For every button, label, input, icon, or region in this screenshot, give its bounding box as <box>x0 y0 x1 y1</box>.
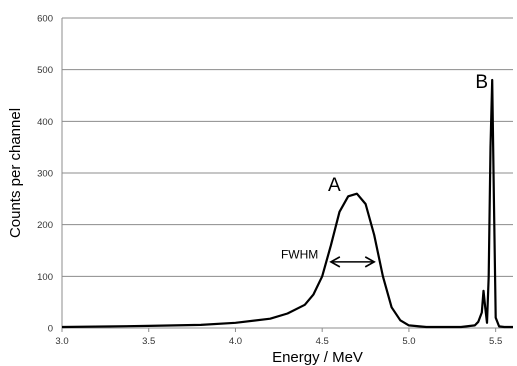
y-tick-label: 200 <box>37 220 53 231</box>
x-tick-labels: 3.0 3.5 4.0 4.5 5.0 5.5 <box>55 336 502 347</box>
axes <box>61 18 513 332</box>
x-tick-label: 4.0 <box>229 336 242 347</box>
series-line <box>61 78 513 329</box>
x-tick-label: 5.0 <box>402 336 415 347</box>
x-tick-label: 4.5 <box>316 336 329 347</box>
fwhm-arrowhead-right <box>364 256 376 268</box>
y-tick-label: 300 <box>37 169 53 180</box>
peak-label-b: B <box>475 72 488 93</box>
peak-label-a: A <box>328 175 341 196</box>
x-tick-label: 5.5 <box>489 336 502 347</box>
y-tick-label: 600 <box>37 14 53 25</box>
y-tick-label: 500 <box>37 65 53 76</box>
x-axis-label: Energy / MeV <box>272 349 363 366</box>
fwhm-label: FWHM <box>281 247 318 261</box>
y-axis-label: Counts per channel <box>7 108 24 238</box>
x-tick-label: 3.5 <box>142 336 155 347</box>
x-tick-label: 3.0 <box>55 336 68 347</box>
gridlines <box>62 17 513 277</box>
y-tick-labels: 0 100 200 300 400 500 600 <box>37 14 53 335</box>
y-tick-label: 400 <box>37 117 53 128</box>
annotations: A B FWHM <box>281 72 488 268</box>
y-tick-label: 0 <box>48 324 53 335</box>
fwhm-arrowhead-left <box>329 256 341 268</box>
y-tick-label: 100 <box>37 272 53 283</box>
